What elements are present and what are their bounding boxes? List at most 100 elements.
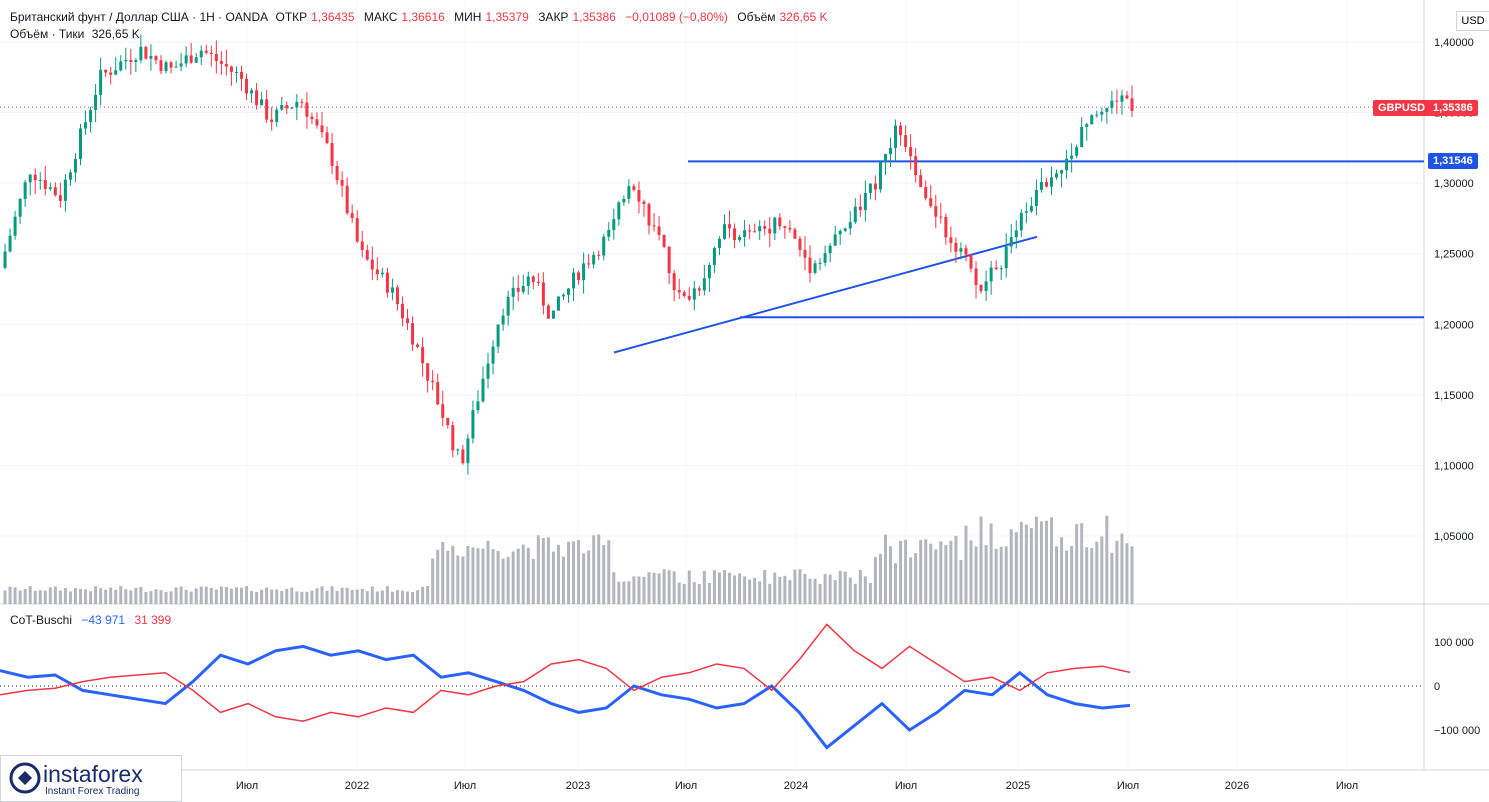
volume-bar (531, 558, 535, 604)
volume-bar (124, 589, 128, 604)
volume-bar (934, 549, 938, 604)
volume-bar (13, 587, 17, 604)
candle-body (53, 187, 57, 196)
volume-bar (999, 546, 1003, 604)
volume-bar (878, 553, 882, 604)
price-tick-label: 1,30000 (1434, 178, 1474, 190)
candle-body (1125, 95, 1129, 99)
volume-bar (99, 588, 103, 604)
volume-bar (702, 570, 706, 604)
volume-bar (436, 549, 440, 604)
volume-bar (73, 588, 77, 604)
volume-bar (526, 547, 530, 604)
candle-body (511, 287, 515, 297)
volume-bar (883, 534, 887, 604)
price-tag-value: 1,35386 (1428, 100, 1478, 116)
volume-bar (1110, 552, 1114, 604)
candle-body (159, 60, 163, 72)
volume-bar (677, 582, 681, 604)
volume-bar (939, 541, 943, 604)
volume-bar (486, 540, 490, 604)
volume-bar (929, 543, 933, 604)
volume-bar (1060, 537, 1064, 604)
volume-bar (1029, 527, 1033, 604)
volume-bar (838, 570, 842, 604)
logo-name: instaforex (43, 761, 143, 787)
volume-bar (481, 548, 485, 604)
volume-bar (582, 553, 586, 604)
volume-bar (43, 590, 47, 604)
volume-bar (84, 589, 88, 604)
candle-body (717, 238, 721, 249)
candle-body (335, 165, 339, 181)
volume-bar (868, 582, 872, 604)
volume-bar (813, 578, 817, 604)
volume-bar (1070, 545, 1074, 604)
candle-body (406, 318, 410, 324)
volume-bar (803, 573, 807, 604)
volume-bar (134, 587, 138, 604)
volume-bar (89, 591, 93, 604)
candle-body (577, 272, 581, 281)
high-label: МАКС (363, 10, 398, 24)
candle-body (662, 234, 666, 247)
volume-bar (858, 569, 862, 604)
volume-bar (1095, 541, 1099, 604)
candle-body (390, 287, 394, 293)
volume-bar (697, 583, 701, 604)
time-tick-label: Июл (236, 780, 258, 792)
volume-bar (496, 551, 500, 604)
candle-body (174, 66, 178, 68)
candle-body (38, 179, 42, 181)
time-tick-label: Июл (675, 780, 697, 792)
candle-body (994, 267, 998, 270)
candle-body (823, 253, 827, 263)
candle-body (1130, 98, 1134, 112)
candle-body (788, 227, 792, 230)
candle-body (642, 201, 646, 205)
volume-bar (239, 587, 243, 604)
volume-bar (345, 587, 349, 604)
volume-bar (501, 558, 505, 604)
volume-bar (768, 583, 772, 604)
volume-bar (406, 591, 410, 604)
candle-body (944, 216, 948, 238)
volume-bar (285, 588, 289, 604)
open-label: ОТКР (275, 10, 308, 24)
candle-body (657, 226, 661, 235)
volume-bar (431, 558, 435, 604)
cot-name: CoT-Buschi (10, 613, 73, 627)
volume-bar (909, 557, 913, 604)
candle-body (1110, 100, 1114, 108)
candle-body (909, 147, 913, 157)
candle-body (28, 174, 32, 183)
candle-body (969, 254, 973, 269)
volume-bar (310, 590, 314, 604)
candle-body (395, 287, 399, 304)
candle-body (63, 179, 67, 201)
candle-body (360, 241, 364, 251)
volume-bar (250, 590, 254, 604)
candle-body (89, 110, 93, 123)
volume-bar (587, 550, 591, 604)
volume-bar (174, 587, 178, 604)
candle-body (682, 292, 686, 296)
level-tag: 1,31546 (1428, 153, 1478, 169)
volume-bar (1115, 540, 1119, 604)
candle-body (290, 107, 294, 109)
candle-body (224, 63, 228, 67)
candle-body (189, 55, 193, 63)
volume-bar (511, 551, 515, 604)
volume-bar (194, 588, 198, 604)
volume-bar (617, 581, 621, 604)
candle-body (783, 226, 787, 228)
candle-body (18, 199, 22, 217)
candle-body (355, 218, 359, 242)
candle-body (1029, 206, 1033, 212)
candle-body (556, 296, 560, 311)
currency-badge[interactable]: USD (1456, 11, 1489, 31)
volume-bar (335, 591, 339, 604)
volume-bar (969, 540, 973, 604)
candle-body (119, 61, 123, 71)
candle-body (340, 180, 344, 186)
